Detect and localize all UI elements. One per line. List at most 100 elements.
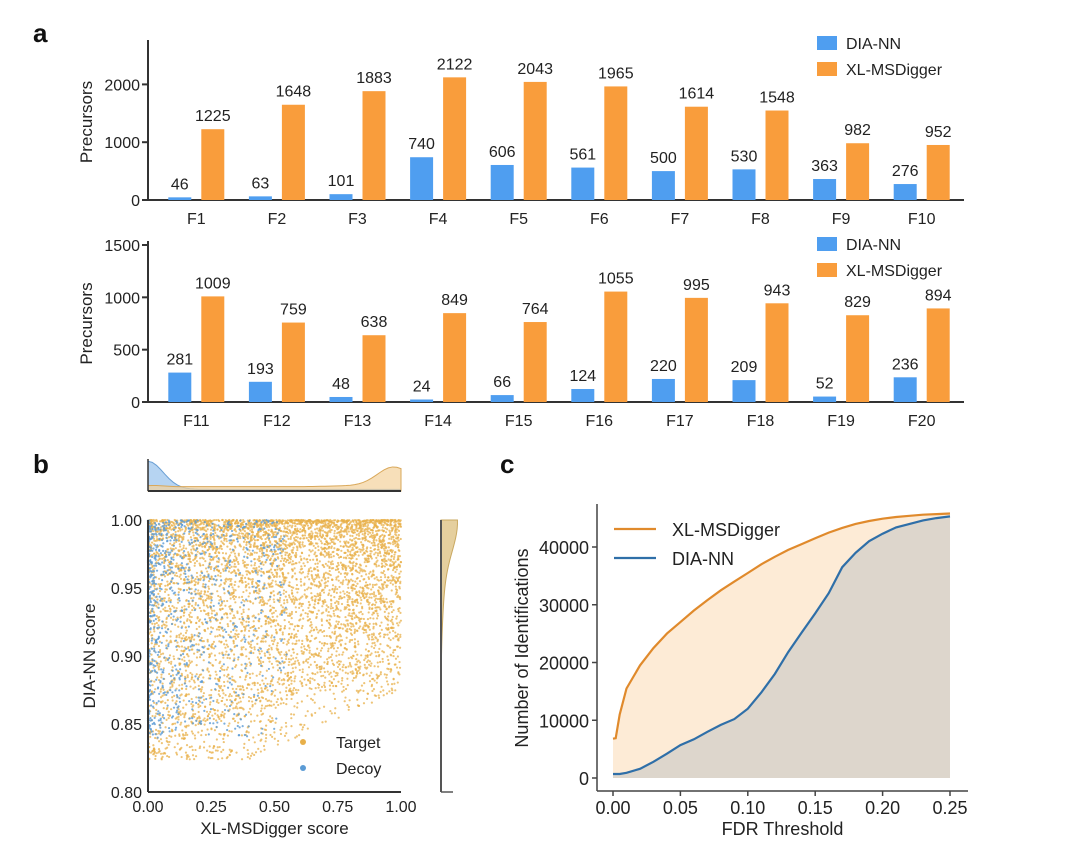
target-point <box>243 538 247 541</box>
target-point <box>301 668 304 671</box>
target-point <box>348 592 351 595</box>
panel-letter-b: b <box>33 449 49 479</box>
target-point <box>240 734 244 737</box>
target-point <box>214 635 217 638</box>
target-point <box>233 552 237 555</box>
target-point <box>270 550 274 553</box>
target-point <box>232 642 235 645</box>
target-point <box>240 579 244 582</box>
target-point <box>362 595 365 598</box>
target-point <box>206 570 209 573</box>
target-point <box>321 630 324 634</box>
target-point <box>341 627 344 630</box>
target-point <box>269 568 273 571</box>
target-point <box>288 614 291 617</box>
target-point <box>310 610 313 613</box>
target-point <box>366 624 369 627</box>
target-point <box>289 598 293 601</box>
target-point <box>399 597 402 601</box>
target-point <box>351 573 354 576</box>
target-point <box>264 687 267 690</box>
target-point <box>339 591 342 594</box>
target-point <box>390 683 394 686</box>
target-point <box>240 758 244 761</box>
target-point <box>365 631 368 634</box>
target-point <box>318 521 321 524</box>
target-point <box>360 541 363 544</box>
target-point <box>178 645 181 648</box>
target-point <box>197 731 200 734</box>
target-point <box>359 602 362 605</box>
target-point <box>386 601 389 604</box>
target-point <box>253 551 256 554</box>
target-point <box>375 673 378 676</box>
target-point <box>349 663 352 666</box>
target-point <box>233 616 236 619</box>
target-point <box>217 551 220 554</box>
bar-value-label: 606 <box>489 144 516 161</box>
target-point <box>264 533 267 536</box>
target-point <box>380 571 383 574</box>
target-point <box>313 599 317 602</box>
target-point <box>350 665 353 668</box>
target-point <box>391 560 394 563</box>
target-point <box>248 549 251 552</box>
target-point <box>240 652 244 655</box>
target-point <box>214 547 217 550</box>
target-point <box>201 556 204 559</box>
target-point <box>213 525 216 528</box>
target-point <box>287 537 290 541</box>
target-point <box>298 668 301 672</box>
target-point <box>190 720 193 723</box>
target-point <box>187 693 190 696</box>
target-point <box>397 610 400 613</box>
target-point <box>282 559 285 562</box>
target-point <box>318 652 321 655</box>
target-point <box>200 688 203 691</box>
target-point <box>182 535 185 539</box>
target-point <box>230 578 233 581</box>
target-point <box>212 746 215 750</box>
target-point <box>205 543 208 546</box>
target-point <box>273 737 276 740</box>
target-point <box>192 606 195 609</box>
target-point <box>328 688 332 691</box>
target-point <box>246 552 250 555</box>
target-point <box>194 556 197 560</box>
target-point <box>172 681 176 684</box>
target-point <box>296 706 299 709</box>
target-point <box>215 524 218 527</box>
target-point <box>165 718 168 721</box>
target-point <box>326 670 329 673</box>
target-point <box>192 679 196 682</box>
target-point <box>243 565 246 568</box>
bar-xl-msdigger <box>604 86 628 200</box>
target-point <box>393 519 396 522</box>
target-point <box>199 592 203 595</box>
target-point <box>383 581 387 584</box>
target-point <box>255 551 258 554</box>
target-point <box>308 646 311 649</box>
target-point <box>234 601 237 604</box>
target-point <box>187 724 190 727</box>
target-point <box>205 710 209 713</box>
target-point <box>217 518 220 522</box>
target-point <box>271 735 274 738</box>
target-point <box>211 557 215 560</box>
target-point <box>307 568 311 571</box>
target-point <box>379 601 383 605</box>
target-point <box>342 689 345 692</box>
target-point <box>294 675 297 678</box>
target-point <box>310 697 313 700</box>
target-point <box>346 703 349 707</box>
target-point <box>310 523 313 526</box>
target-point <box>151 684 154 687</box>
target-point <box>275 523 278 526</box>
target-point <box>177 564 180 567</box>
target-point <box>336 528 339 531</box>
target-point <box>197 526 200 529</box>
target-point <box>368 660 372 663</box>
target-point <box>249 720 253 723</box>
target-point <box>328 520 331 523</box>
target-point <box>279 702 282 705</box>
